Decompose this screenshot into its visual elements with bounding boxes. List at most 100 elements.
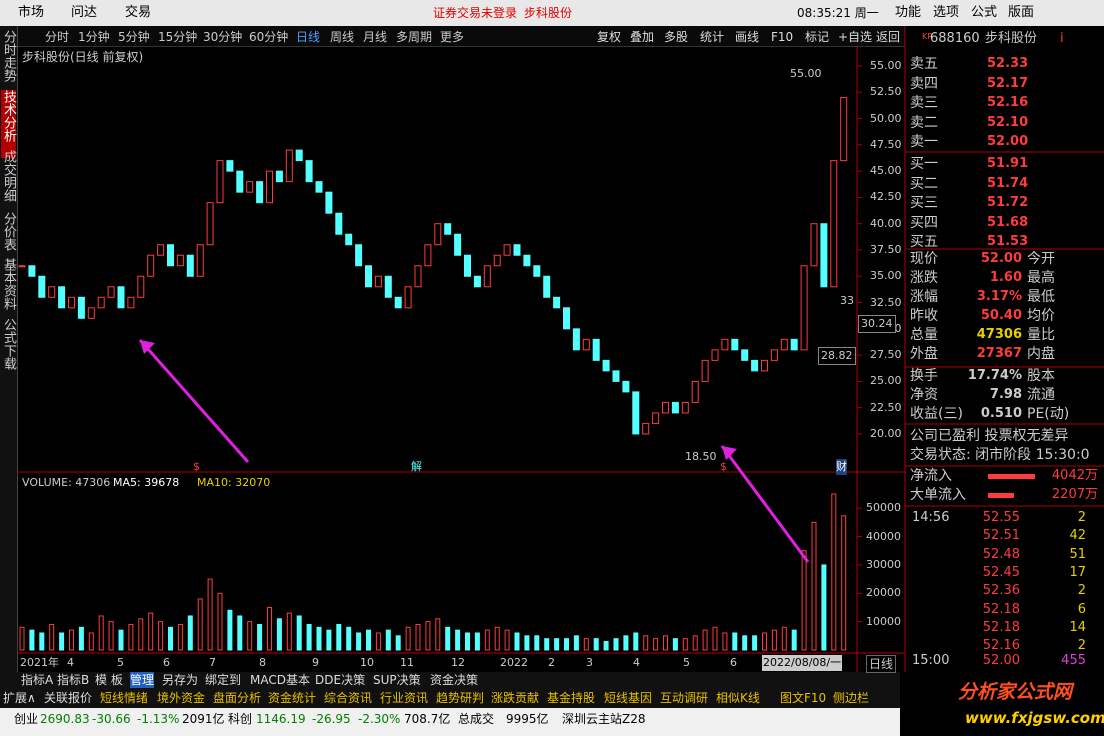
volume-bar: [435, 618, 441, 651]
side-tab[interactable]: 分时走势: [1, 30, 16, 82]
indicator-tab[interactable]: 绑定到: [205, 673, 242, 687]
info-tab[interactable]: 相似K线: [716, 691, 760, 705]
tool-button[interactable]: 统计: [700, 30, 725, 44]
tick-volume: 42: [1069, 528, 1086, 544]
info-tab[interactable]: 资金统计: [268, 691, 317, 705]
candle: [701, 359, 709, 382]
menu-item[interactable]: 市场: [18, 5, 45, 20]
menu-item[interactable]: 选项: [933, 5, 960, 20]
info-tab[interactable]: 短线情绪: [100, 691, 149, 705]
side-tab[interactable]: 分价表: [1, 212, 16, 251]
side-tab[interactable]: 基本资料: [1, 258, 16, 310]
info-tab[interactable]: 综合资讯: [324, 691, 373, 705]
menu-item[interactable]: 功能: [895, 5, 922, 20]
info-tab[interactable]: 侧边栏: [833, 691, 870, 705]
x-tick-label: 11: [400, 656, 414, 669]
candle: [840, 97, 848, 162]
indicator-tab[interactable]: 另存为: [162, 673, 199, 687]
candle: [642, 422, 650, 435]
info-tab[interactable]: 关联报价: [44, 691, 93, 705]
info-tab[interactable]: 境外资金: [157, 691, 206, 705]
candle: [751, 359, 759, 372]
volume-bar: [326, 629, 332, 651]
period-tab[interactable]: 5分钟: [118, 30, 150, 44]
price-annotation: 33: [840, 294, 854, 307]
period-tab[interactable]: 1分钟: [78, 30, 110, 44]
indicator-tab[interactable]: 指标A: [21, 673, 54, 687]
period-tab[interactable]: 日线: [296, 30, 321, 44]
indicator-tab[interactable]: 指标B: [57, 673, 90, 687]
info-tab[interactable]: 扩展∧: [3, 691, 36, 705]
stat-label: 收益(三): [910, 406, 963, 422]
period-tab[interactable]: 月线: [363, 30, 388, 44]
period-tab[interactable]: 60分钟: [249, 30, 289, 44]
indicator-tab[interactable]: 资金决策: [430, 673, 479, 687]
info-tab[interactable]: 涨跌贡献: [491, 691, 540, 705]
side-tab[interactable]: 成交明细: [1, 150, 16, 202]
volume-bar: [465, 632, 470, 651]
volume-bar: [781, 626, 787, 651]
period-tab[interactable]: 15分钟: [158, 30, 198, 44]
menu-item[interactable]: 公式: [971, 5, 998, 20]
candle: [483, 265, 491, 288]
tool-button[interactable]: 标记: [805, 30, 830, 44]
tool-button[interactable]: 复权: [597, 30, 622, 44]
status-bar: [0, 708, 900, 736]
side-tab[interactable]: 公式下载: [1, 318, 16, 370]
indicator-tab[interactable]: DDE决策: [315, 673, 366, 687]
info-tab[interactable]: 趋势研判: [436, 691, 485, 705]
side-bar: [0, 26, 18, 672]
volume-bar: [692, 635, 698, 651]
tool-button[interactable]: 多股: [664, 30, 689, 44]
tool-button[interactable]: F10: [771, 30, 794, 44]
period-tab[interactable]: 更多: [440, 30, 465, 44]
volume-bar: [554, 638, 560, 651]
stat-value: 7.98: [989, 387, 1022, 402]
candle: [127, 296, 135, 309]
candle: [424, 244, 432, 267]
indicator-tab[interactable]: SUP决策: [373, 673, 421, 687]
candle: [256, 181, 264, 204]
info-tab[interactable]: 互动调研: [660, 691, 709, 705]
volume-bar: [346, 626, 352, 651]
tool-button[interactable]: 叠加: [630, 30, 655, 44]
volume-bar: [484, 629, 490, 651]
tool-button[interactable]: +自选: [838, 30, 873, 44]
candle: [572, 328, 580, 351]
menu-item[interactable]: 交易: [125, 5, 152, 20]
info-icon[interactable]: i: [1060, 31, 1064, 46]
candle: [147, 254, 155, 277]
info-tab[interactable]: 盘面分析: [213, 691, 262, 705]
period-tab[interactable]: 30分钟: [203, 30, 243, 44]
y-tick-label: 30000: [866, 557, 901, 571]
tool-button[interactable]: 返回: [876, 30, 901, 44]
candle: [533, 265, 541, 277]
info-tab[interactable]: 短线基因: [604, 691, 653, 705]
side-tab[interactable]: 技术分析: [1, 90, 16, 158]
candle: [493, 254, 501, 267]
candle: [810, 223, 818, 267]
toolbar: [0, 26, 905, 47]
candle: [770, 349, 778, 361]
candle: [246, 181, 254, 193]
y-tick-label: 50000: [866, 501, 901, 515]
volume-bar: [415, 623, 421, 651]
volume-bar: [276, 618, 282, 651]
candle: [157, 244, 165, 256]
candle: [464, 254, 471, 277]
period-tab[interactable]: 多周期: [396, 30, 433, 44]
indicator-tab[interactable]: MACD基本: [250, 673, 310, 687]
volume-bar: [128, 623, 134, 651]
info-tab[interactable]: 图文F10: [780, 691, 827, 705]
info-tab[interactable]: 行业资讯: [380, 691, 429, 705]
menu-item[interactable]: 版面: [1008, 5, 1035, 20]
period-tab[interactable]: 分时: [45, 30, 70, 44]
indicator-tab[interactable]: 模 板: [95, 673, 123, 687]
indicator-tab[interactable]: 管理: [130, 672, 155, 688]
menu-item[interactable]: 问达: [71, 5, 98, 20]
period-tab[interactable]: 周线: [330, 30, 355, 44]
x-tick-label: 5: [117, 656, 124, 669]
tool-button[interactable]: 画线: [735, 30, 760, 44]
info-tab[interactable]: 基金持股: [547, 691, 596, 705]
